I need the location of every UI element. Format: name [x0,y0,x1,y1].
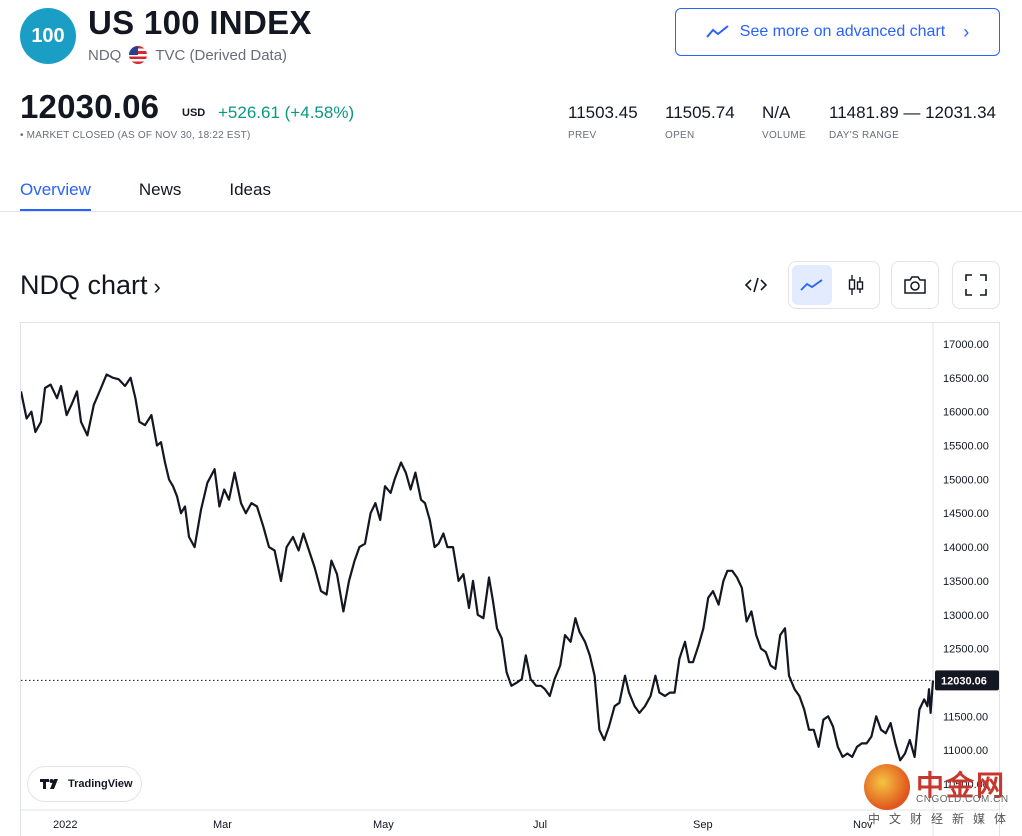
x-tick-label: Mar [213,819,232,831]
embed-icon [745,277,767,293]
stat-label: VOLUME [762,130,807,141]
y-tick-label: 10500.00 [943,779,989,791]
symbol-title: US 100 INDEX [88,4,312,41]
tabs-divider [0,211,1022,212]
data-source: TVC (Derived Data) [155,46,288,64]
chart-container[interactable]: 17000.00 16500.00 16000.00 15500.00 15000.00… [20,322,1001,836]
y-tick-label: 11000.00 [943,745,988,757]
tab-overview[interactable]: Overview [20,180,91,212]
stat-value: 11503.45 [568,103,638,122]
advanced-chart-label: See more on advanced chart [739,23,946,40]
y-tick-label: 15000.00 [943,474,989,486]
candlestick-icon [848,275,864,295]
candlestick-button[interactable] [836,265,876,305]
symbol-logo: 100 [20,8,76,64]
y-tick-label: 13000.00 [943,610,989,622]
cngold-logo-icon [864,764,910,810]
stat-prev: 11503.45 PREV [568,103,638,141]
last-value-tag [935,670,999,691]
trend-line-icon [706,25,729,38]
y-tick-label: 16500.00 [943,373,989,385]
price-change: +526.61 (+4.58%) [218,103,355,122]
x-tick-label: 2022 [53,819,77,831]
x-tick-label: Jul [533,819,547,831]
stat-value: N/A [762,103,791,122]
snapshot-button[interactable] [891,261,939,309]
tradingview-label: TradingView [68,778,133,790]
advanced-chart-button[interactable]: See more on advanced chart › [675,8,1000,56]
stat-value: 11481.89 — 12031.34 [829,103,996,122]
x-tick-label: May [373,819,394,831]
symbol-subline: NDQ TVC (Derived Data) [88,46,287,64]
y-tick-label: 14000.00 [943,542,989,554]
price-series-line [21,373,935,762]
last-price: 12030.06 [20,88,160,125]
chart-title-link[interactable]: NDQ chart › [20,270,161,301]
y-tick-label: 17000.00 [943,339,989,351]
embed-button[interactable] [740,262,772,308]
watermark-sub: 中文财经新媒体 [868,812,1016,826]
tab-news[interactable]: News [138,180,182,199]
stat-label: PREV [568,130,597,141]
chart-title-text: NDQ chart [20,270,148,300]
y-tick-label: 12500.00 [943,644,989,656]
tradingview-badge[interactable]: TradingView [28,767,141,801]
chevron-right-icon: › [963,21,970,42]
stat-volume: N/A VOLUME [762,103,806,141]
stat-open: 11505.74 OPEN [665,103,735,141]
camera-icon [904,276,926,294]
symbol-header: 100 US 100 INDEX NDQ TVC (Derived Data) [20,4,1000,66]
last-value-label: 12030.06 [941,675,987,687]
line-chart-icon [800,279,823,291]
x-tick-label: Sep [693,819,713,831]
tradingview-logo-icon [40,779,58,789]
price-chart[interactable]: 17000.00 16500.00 16000.00 15500.00 15000.00… [21,323,1001,836]
cngold-watermark: 中金网 CNGOLD.COM.CN 中文财经新媒体 [864,762,1022,834]
watermark-en: CNGOLD.COM.CN [916,794,1009,805]
watermark-cn: 中金网 [916,770,1007,801]
stat-value: 11505.74 [665,103,735,122]
stat-days-range: 11481.89 — 12031.34 DAY'S RANGE [829,103,996,141]
fullscreen-button[interactable] [952,261,1000,309]
y-tick-label: 15500.00 [943,441,989,453]
chevron-right-icon: › [153,274,161,299]
y-tick-label: 11500.00 [943,711,988,723]
tab-bar: Overview News Ideas [20,180,319,212]
currency-label: USD [182,107,206,119]
tab-ideas[interactable]: Ideas [229,180,271,199]
stat-label: DAY'S RANGE [829,130,900,141]
stat-label: OPEN [665,130,695,141]
chart-style-group [788,261,880,309]
symbol-ticker: NDQ [88,46,122,64]
y-tick-label: 16000.00 [943,407,989,419]
x-tick-label: Nov [853,819,873,831]
us-flag-icon [129,46,148,64]
y-tick-label: 13500.00 [943,576,989,588]
y-tick-label: 14500.00 [943,508,989,520]
line-chart-button[interactable] [792,265,832,305]
market-status: • MARKET CLOSED (AS OF NOV 30, 18:22 EST… [20,130,251,141]
fullscreen-icon [965,274,987,296]
